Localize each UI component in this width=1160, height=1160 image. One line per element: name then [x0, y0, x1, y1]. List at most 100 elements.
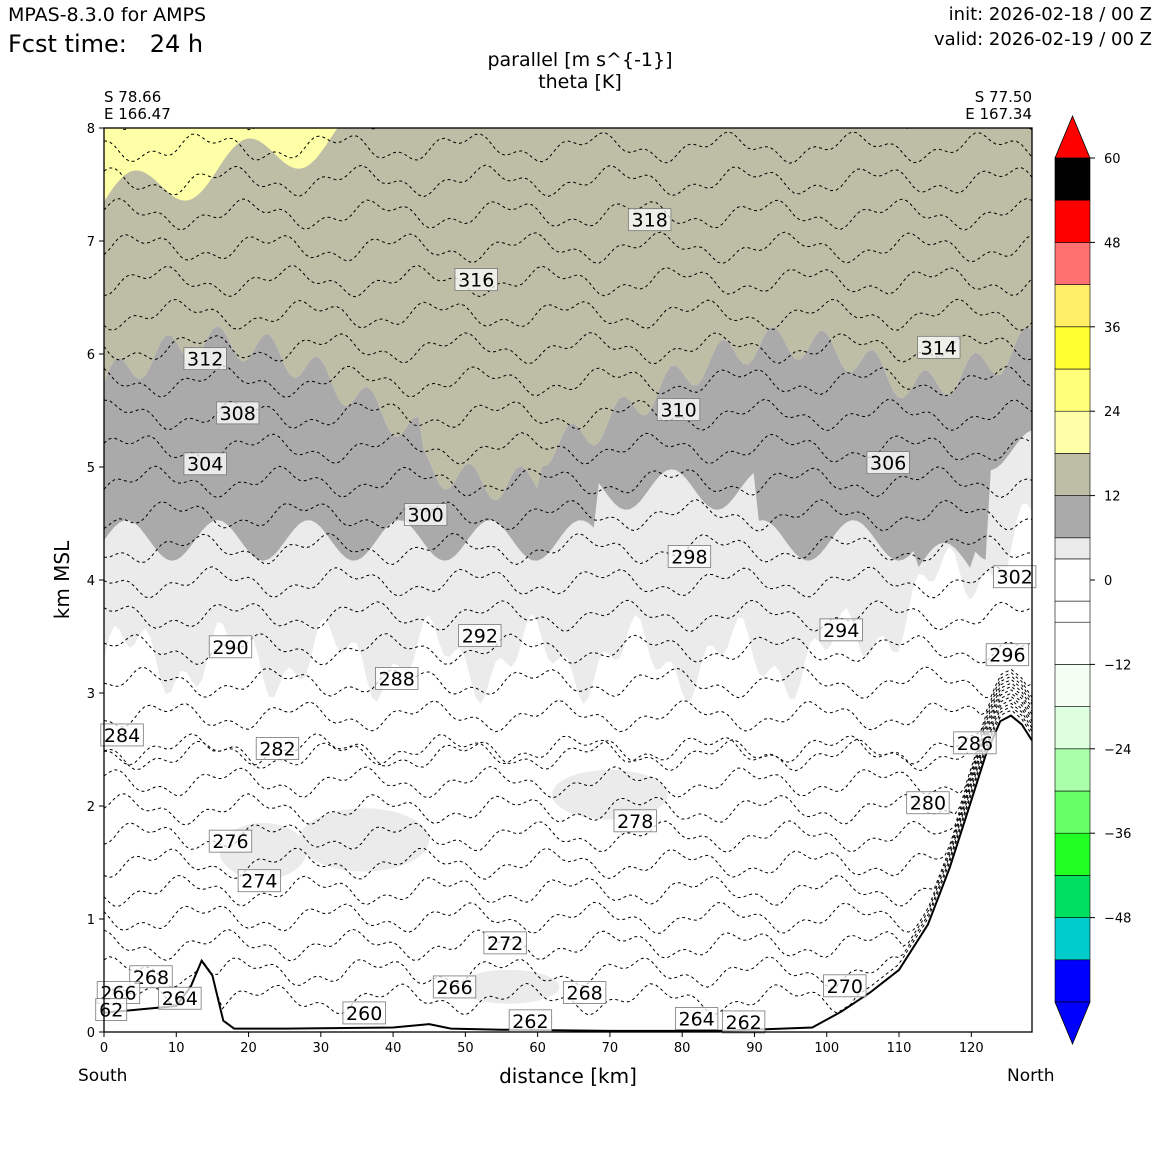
- contour-label: 294: [819, 618, 863, 642]
- contour-label: 318: [628, 208, 672, 232]
- contour-label: 266: [96, 981, 141, 1005]
- contour-label: 306: [866, 451, 910, 475]
- y-tick-label: 8: [87, 122, 95, 137]
- theta-contour-270: [104, 692, 1032, 880]
- colorbar-segment: [1054, 875, 1091, 918]
- contour-label-box: [906, 791, 950, 815]
- x-axis: 0 10 20 30 40 50 60 70 80 90 100 110 120: [100, 1032, 984, 1056]
- start-point-coords: S 78.66 E 166.47: [104, 89, 171, 123]
- contour-label-text: 276: [212, 831, 248, 853]
- x-tick-label: 0: [100, 1041, 108, 1056]
- start-longitude: E 166.47: [104, 105, 171, 123]
- contour-label: 280: [906, 791, 950, 815]
- colorbar-segment: [1054, 621, 1091, 665]
- wind-fill-patch: [552, 769, 668, 820]
- contour-label: 288: [375, 667, 419, 690]
- colorbar-segment: [1054, 558, 1091, 602]
- x-tick-label: 100: [814, 1041, 839, 1056]
- contour-label-box: [403, 503, 448, 526]
- y-tick-label: 1: [87, 913, 95, 928]
- contour-label-box: [993, 565, 1037, 589]
- contour-label-text: 268: [566, 983, 602, 1005]
- contour-label-box: [866, 451, 910, 475]
- contour-label-text: 294: [823, 620, 859, 642]
- south-label: South: [78, 1066, 128, 1086]
- contour-label: 262: [508, 1009, 553, 1033]
- theta-contour-layer: [104, 128, 1032, 1016]
- theta-contour-306: [104, 298, 1032, 331]
- colorbar-tick-label: −12: [1104, 658, 1131, 673]
- init-time: init: 2026-02-18 / 00 Z: [948, 4, 1152, 25]
- contour-label-box: [458, 624, 502, 647]
- contour-label-box: [454, 268, 498, 291]
- contour-label: 282: [255, 737, 300, 761]
- contour-label: 270: [823, 974, 867, 998]
- contour-label-box: [183, 452, 227, 476]
- theta-contour-296: [104, 465, 1032, 499]
- colorbar-segment: [1054, 242, 1091, 285]
- x-tick-label: 80: [674, 1041, 691, 1056]
- y-tick-label: 6: [87, 348, 95, 363]
- y-tick-label: 0: [87, 1026, 95, 1041]
- contour-label: 268: [562, 981, 607, 1005]
- theta-contour-302: [104, 365, 1032, 398]
- contour-label: 262: [721, 1010, 766, 1034]
- contour-label-text: 268: [133, 967, 169, 989]
- contour-label-box: [342, 1001, 386, 1025]
- y-axis: 0 1 2 3 4 5 6 7 8: [87, 122, 104, 1041]
- theta-contour-312: [104, 197, 1032, 231]
- contour-label-text: 260: [346, 1003, 382, 1025]
- contour-label: 296: [985, 643, 1030, 667]
- contour-label-box: [216, 401, 260, 425]
- contour-label-box: [129, 965, 173, 989]
- colorbar-segment: [1054, 495, 1091, 539]
- contour-label: 286: [953, 731, 997, 755]
- contour-label: 62: [95, 998, 128, 1022]
- colorbar-segment: [1054, 368, 1091, 412]
- x-tick-label: 90: [746, 1041, 763, 1056]
- colorbar-tick-label: −36: [1104, 827, 1131, 842]
- contour-label: 266: [432, 975, 477, 999]
- contour-label-box: [917, 335, 961, 359]
- contour-label-text: 290: [212, 637, 248, 659]
- contour-label-box: [183, 347, 227, 371]
- contour-label-text: 274: [241, 871, 277, 893]
- contour-label-box: [674, 1007, 719, 1030]
- contour-label-text: 262: [512, 1011, 548, 1033]
- colorbar-segment: [1054, 453, 1091, 496]
- contour-label-text: 298: [671, 546, 707, 568]
- contour-label-text: 318: [632, 210, 668, 232]
- theta-contour-276: [104, 682, 1032, 799]
- contour-label: 264: [158, 986, 202, 1010]
- y-tick-label: 7: [87, 235, 95, 250]
- colorbar-tick-label: −24: [1104, 743, 1131, 758]
- contour-label-box: [237, 869, 282, 893]
- contour-label: 272: [483, 931, 527, 955]
- contour-label-box: [628, 208, 672, 232]
- contour-label-text: 286: [957, 733, 993, 755]
- x-tick-label: 10: [168, 1041, 185, 1056]
- contour-label-text: 314: [921, 337, 957, 359]
- contour-label-text: 288: [379, 668, 415, 690]
- x-tick-label: 110: [887, 1041, 912, 1056]
- contour-label-text: 296: [989, 645, 1025, 667]
- contour-label: 268: [129, 965, 173, 989]
- contour-label: 300: [403, 503, 448, 527]
- contour-label-text: 266: [436, 977, 472, 999]
- colorbar-segment: [1054, 832, 1091, 876]
- contour-label-box: [667, 545, 712, 568]
- contour-label-text: 262: [725, 1012, 761, 1034]
- wind-fill-24-30: [104, 128, 1032, 202]
- colorbar-segment: [1054, 157, 1091, 201]
- theta-contour-318: [119, 128, 1032, 131]
- colorbar-segment: [1054, 748, 1091, 792]
- contour-label-text: 312: [187, 349, 223, 371]
- theta-contour-290: [104, 565, 1032, 599]
- contour-label: 284: [100, 723, 144, 747]
- colorbar-extend-max: [1054, 114, 1091, 159]
- contour-label-box: [613, 809, 657, 833]
- colorbar-segment: [1054, 664, 1091, 707]
- contour-label-text: 62: [99, 1000, 123, 1022]
- y-tick-label: 2: [87, 800, 95, 815]
- contour-label-box: [721, 1010, 766, 1034]
